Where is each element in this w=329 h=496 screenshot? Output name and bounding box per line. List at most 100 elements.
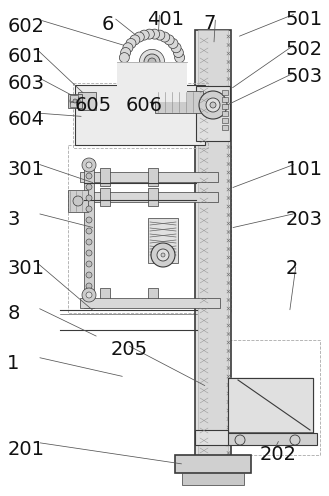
Text: 6: 6: [102, 15, 114, 34]
Circle shape: [86, 162, 92, 168]
Text: 201: 201: [7, 440, 44, 459]
Text: 2: 2: [286, 259, 298, 278]
Text: 602: 602: [7, 17, 44, 36]
Circle shape: [86, 206, 92, 212]
Bar: [195, 430, 228, 445]
Bar: [70, 102, 78, 107]
Circle shape: [86, 195, 92, 201]
Circle shape: [139, 50, 164, 74]
Circle shape: [86, 228, 92, 234]
Circle shape: [86, 217, 92, 223]
Bar: [148, 168, 158, 186]
Bar: [148, 218, 178, 263]
Bar: [70, 95, 78, 101]
Bar: [100, 168, 110, 186]
Text: 3: 3: [7, 210, 20, 229]
Circle shape: [148, 58, 156, 66]
Circle shape: [86, 283, 92, 289]
Bar: [80, 192, 218, 202]
Bar: [80, 172, 218, 182]
Circle shape: [155, 30, 165, 40]
Bar: [228, 378, 313, 433]
Circle shape: [235, 435, 245, 445]
Bar: [148, 288, 158, 302]
Text: 601: 601: [7, 47, 44, 66]
Text: 203: 203: [286, 210, 322, 229]
Circle shape: [126, 39, 136, 49]
Text: 605: 605: [75, 96, 112, 115]
Circle shape: [164, 35, 174, 45]
Circle shape: [144, 29, 154, 39]
Bar: [68, 94, 82, 108]
Bar: [198, 30, 228, 470]
Circle shape: [161, 253, 165, 257]
Bar: [220, 340, 320, 455]
Circle shape: [168, 39, 178, 49]
Circle shape: [86, 292, 92, 298]
Text: 301: 301: [7, 259, 44, 278]
Circle shape: [86, 173, 92, 179]
Circle shape: [130, 35, 140, 45]
Circle shape: [73, 99, 77, 103]
Text: 7: 7: [203, 14, 216, 33]
Circle shape: [210, 102, 216, 108]
Circle shape: [171, 43, 181, 53]
Bar: [196, 86, 230, 141]
Circle shape: [70, 96, 80, 106]
Circle shape: [157, 249, 169, 261]
Circle shape: [175, 53, 185, 62]
Circle shape: [160, 32, 170, 42]
Bar: [68, 190, 88, 212]
Bar: [148, 188, 158, 206]
Bar: [222, 111, 228, 116]
Bar: [222, 125, 228, 130]
Bar: [195, 30, 231, 470]
Circle shape: [86, 261, 92, 267]
Bar: [84, 160, 94, 308]
Circle shape: [123, 43, 133, 53]
Bar: [80, 298, 220, 308]
Bar: [222, 90, 228, 95]
Bar: [225, 433, 317, 445]
Circle shape: [173, 48, 183, 58]
Polygon shape: [228, 378, 313, 433]
Circle shape: [150, 29, 160, 39]
Text: 501: 501: [286, 10, 323, 29]
Text: 8: 8: [7, 304, 20, 323]
Circle shape: [121, 48, 131, 58]
Bar: [100, 188, 110, 206]
Circle shape: [82, 288, 96, 302]
Text: 205: 205: [110, 340, 147, 359]
Text: 202: 202: [259, 445, 296, 464]
Circle shape: [86, 250, 92, 256]
Circle shape: [73, 196, 83, 206]
Circle shape: [206, 98, 220, 112]
Circle shape: [290, 435, 300, 445]
Bar: [222, 118, 228, 123]
Text: 1: 1: [7, 354, 20, 372]
Circle shape: [86, 272, 92, 278]
Circle shape: [86, 239, 92, 245]
Circle shape: [86, 162, 92, 168]
Circle shape: [82, 158, 96, 172]
Text: 503: 503: [286, 67, 323, 86]
Circle shape: [199, 91, 227, 119]
Circle shape: [134, 32, 144, 42]
Bar: [75, 85, 205, 145]
Circle shape: [151, 243, 175, 267]
Text: 603: 603: [7, 74, 44, 93]
Bar: [68, 145, 231, 313]
Bar: [73, 83, 208, 148]
Circle shape: [144, 54, 160, 70]
Bar: [222, 97, 228, 102]
Bar: [182, 473, 244, 485]
Text: 401: 401: [147, 10, 184, 29]
Bar: [117, 62, 187, 102]
Text: 101: 101: [286, 160, 322, 179]
Circle shape: [86, 184, 92, 190]
Circle shape: [139, 30, 149, 40]
Text: 301: 301: [7, 160, 44, 179]
Text: 606: 606: [126, 96, 163, 115]
Text: 502: 502: [286, 40, 323, 59]
Circle shape: [119, 53, 129, 62]
